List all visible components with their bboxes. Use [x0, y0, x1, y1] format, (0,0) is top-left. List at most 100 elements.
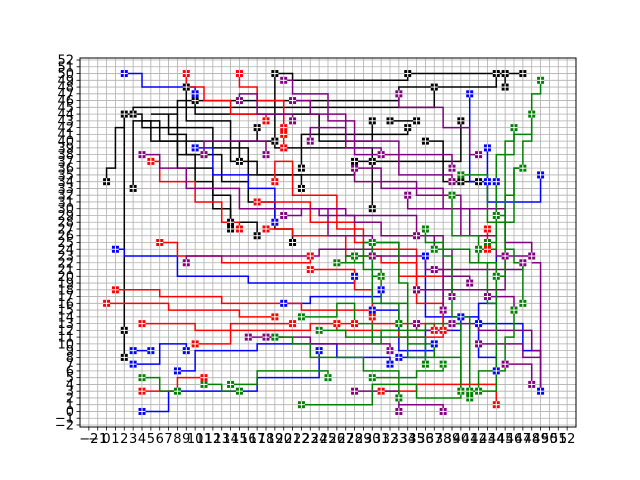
- marker-3-point: [448, 164, 456, 172]
- y-tick-label: 14: [57, 310, 74, 325]
- marker-4-point: [351, 252, 359, 260]
- marker-3-point: [528, 252, 536, 260]
- marker-1-point: [111, 245, 119, 253]
- marker-1-point: [430, 340, 438, 348]
- marker-1-point: [147, 347, 155, 355]
- marker-3-point: [528, 380, 536, 388]
- marker-3-point: [395, 407, 403, 415]
- marker-2-point: [271, 313, 279, 321]
- x-tick-label: 17: [249, 432, 266, 447]
- y-tick-label: 13: [57, 317, 74, 332]
- marker-2-point: [333, 320, 341, 328]
- series-0-path: [274, 72, 409, 142]
- series-4-path: [372, 364, 444, 379]
- x-tick-label: 2: [120, 432, 128, 447]
- series-3-path: [398, 93, 479, 156]
- marker-2-point: [138, 320, 146, 328]
- marker-2-point: [483, 245, 491, 253]
- marker-0-point: [120, 110, 128, 118]
- x-tick-label: 19: [267, 432, 284, 447]
- y-tick-label: 29: [57, 209, 74, 224]
- marker-2-point: [280, 130, 288, 138]
- marker-0-point: [227, 225, 235, 233]
- series-4-path: [477, 310, 515, 392]
- series-2-path: [106, 302, 275, 318]
- marker-0-point: [519, 70, 527, 78]
- series-3-path: [283, 79, 453, 169]
- marker-3-point: [377, 151, 385, 159]
- y-tick-label: 49: [57, 74, 74, 89]
- marker-4-point: [421, 225, 429, 233]
- marker-4-point: [519, 299, 527, 307]
- x-tick-label: 26: [329, 432, 346, 447]
- x-tick-label: 49: [532, 432, 549, 447]
- y-tick-label: 33: [57, 182, 74, 197]
- marker-2-point: [182, 70, 190, 78]
- series-1-path: [124, 72, 196, 94]
- y-tick-label: 50: [57, 67, 74, 82]
- y-tick-label: 11: [57, 331, 74, 346]
- y-tick-label: 21: [57, 263, 74, 278]
- x-tick-label: 28: [346, 432, 363, 447]
- y-tick-label: 45: [57, 101, 74, 116]
- marker-2-point: [235, 225, 243, 233]
- x-tick-label: 10: [187, 432, 204, 447]
- marker-3-point: [262, 333, 270, 341]
- series-3-path: [292, 99, 382, 155]
- marker-2-point: [368, 313, 376, 321]
- marker-0-point: [368, 205, 376, 213]
- marker-3-point: [439, 407, 447, 415]
- marker-3-point: [448, 178, 456, 186]
- marker-4-point: [395, 394, 403, 402]
- x-tick-label: 5: [147, 432, 155, 447]
- x-axis-ticks: −2−10 1 2 3 4 5 6 7 8 910111213141516171819202122…: [79, 427, 575, 447]
- marker-3-point: [404, 191, 412, 199]
- marker-2-point: [111, 286, 119, 294]
- series-4-path: [319, 322, 462, 392]
- y-tick-label: 17: [57, 290, 74, 305]
- x-tick-label: 11: [196, 432, 213, 447]
- marker-3-point: [200, 151, 208, 159]
- marker-1-point: [280, 299, 288, 307]
- y-tick-label: 24: [57, 243, 74, 258]
- y-tick-label: 30: [57, 202, 74, 217]
- y-tick-label: 4: [66, 378, 74, 393]
- marker-4-point: [227, 380, 235, 388]
- y-tick-label: 23: [57, 250, 74, 265]
- marker-3-point: [448, 293, 456, 301]
- marker-4-point: [457, 171, 465, 179]
- series-1-path: [177, 343, 391, 372]
- marker-3-point: [395, 90, 403, 98]
- x-tick-label: 21: [284, 432, 301, 447]
- y-tick-label: 28: [57, 216, 74, 231]
- y-tick-label: 52: [57, 54, 74, 69]
- marker-4-point: [395, 320, 403, 328]
- marker-0-point: [120, 326, 128, 334]
- x-tick-label: 41: [461, 432, 478, 447]
- series-markers: [103, 70, 545, 415]
- y-tick-label: 32: [57, 189, 74, 204]
- marker-2-point: [138, 387, 146, 395]
- marker-1-point: [537, 387, 545, 395]
- marker-1-point: [129, 360, 137, 368]
- marker-2-point: [280, 124, 288, 132]
- y-tick-label: 44: [57, 108, 74, 123]
- marker-0-point: [501, 70, 509, 78]
- marker-2-point: [262, 225, 270, 233]
- marker-2-point: [271, 178, 279, 186]
- x-tick-label: −2: [79, 432, 98, 447]
- marker-0-point: [253, 232, 261, 240]
- series-4-path: [204, 383, 240, 392]
- x-tick-label: 24: [311, 432, 328, 447]
- marker-3-point: [244, 333, 252, 341]
- marker-0-point: [191, 97, 199, 105]
- x-tick-label: 40: [453, 432, 470, 447]
- x-tick-label: 6: [156, 432, 164, 447]
- marker-3-point: [439, 306, 447, 314]
- marker-1-point: [182, 347, 190, 355]
- series-3-path: [203, 140, 267, 155]
- marker-1-point: [492, 178, 500, 186]
- x-tick-label: 35: [408, 432, 425, 447]
- x-tick-label: 33: [391, 432, 408, 447]
- marker-2-point: [492, 401, 500, 409]
